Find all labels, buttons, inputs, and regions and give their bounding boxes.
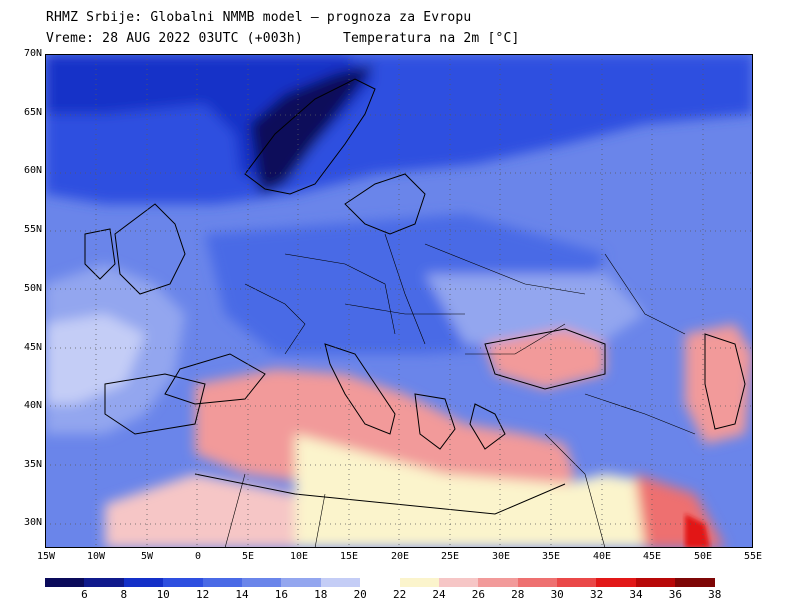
colorbar-swatch: [596, 578, 636, 587]
lon-label: 30E: [491, 551, 511, 562]
lon-label: 50E: [693, 551, 713, 562]
colorbar-swatch: [45, 578, 85, 587]
lon-label: 15W: [36, 551, 56, 562]
lat-label: 45N: [23, 342, 42, 353]
east-europe-light: [425, 274, 645, 354]
map-canvas: [45, 54, 753, 548]
colorbar-swatch: [360, 578, 400, 587]
black-sea-warm: [485, 329, 605, 389]
lat-label: 50N: [23, 283, 42, 294]
colorbar-swatch: [163, 578, 203, 587]
lat-label: 65N: [23, 107, 42, 118]
lat-label: 70N: [23, 48, 42, 59]
lon-label: 45E: [642, 551, 662, 562]
temperature-colorbar: [45, 578, 715, 587]
lon-label: 0: [194, 551, 202, 562]
lon-label: 20E: [390, 551, 410, 562]
lon-label: 55E: [743, 551, 763, 562]
colorbar-swatch: [84, 578, 124, 587]
lon-label: 10E: [289, 551, 309, 562]
colorbar-label: 8: [120, 588, 128, 601]
colorbar-label: 14: [235, 588, 249, 601]
colorbar-swatch: [123, 578, 164, 587]
colorbar-label: 18: [314, 588, 328, 601]
colorbar-swatch: [675, 578, 715, 587]
colorbar-swatch: [517, 578, 558, 587]
north-africa-hot: [105, 474, 305, 548]
colorbar-label: 22: [392, 588, 407, 601]
colorbar-label: 38: [708, 588, 722, 601]
gulf-hotspot: [685, 514, 710, 548]
colorbar-label: 20: [353, 588, 367, 601]
colorbar-label: 36: [668, 588, 683, 601]
colorbar-swatch: [478, 578, 518, 587]
lat-label: 55N: [23, 224, 42, 235]
colorbar-label: 28: [511, 588, 525, 601]
coastlines: [84, 78, 746, 515]
colorbar-swatch: [281, 578, 321, 587]
colorbar-label: 10: [156, 588, 170, 601]
colorbar-swatch: [557, 578, 597, 587]
lon-label: 10W: [86, 551, 106, 562]
colorbar-label: 26: [471, 588, 486, 601]
lat-label: 60N: [23, 165, 42, 176]
lat-label: 40N: [23, 400, 42, 411]
lon-label: 5E: [241, 551, 255, 562]
colorbar-label: 32: [589, 588, 604, 601]
map-subtitle: Vreme: 28 AUG 2022 03UTC (+003h) Tempera…: [46, 31, 520, 46]
caspian-warm: [685, 324, 753, 444]
lon-label: 40E: [592, 551, 612, 562]
map-border: [45, 54, 753, 548]
colorbar-swatch: [635, 578, 676, 587]
desert-pale: [295, 434, 705, 548]
lon-label: 5W: [140, 551, 154, 562]
lon-label: 25E: [440, 551, 460, 562]
lon-label: 15E: [339, 551, 359, 562]
map-title: RHMZ Srbije: Globalni NMMB model — progn…: [46, 10, 472, 25]
colorbar-swatch: [320, 578, 361, 587]
colorbar-swatch: [438, 578, 479, 587]
lat-lon-grid: [45, 54, 753, 548]
colorbar-label: 30: [550, 588, 564, 601]
scandinavia-cold: [250, 64, 375, 194]
lat-label: 35N: [23, 459, 42, 470]
colorbar-label: 34: [629, 588, 643, 601]
temperature-map: [45, 54, 753, 548]
colorbar-label: 24: [432, 588, 446, 601]
colorbar-label: 12: [195, 588, 210, 601]
lon-label: 35E: [541, 551, 561, 562]
lat-label: 30N: [23, 517, 42, 528]
colorbar-swatch: [202, 578, 242, 587]
colorbar-label: 16: [274, 588, 289, 601]
colorbar-swatch: [241, 578, 282, 587]
colorbar-swatch: [399, 578, 439, 587]
colorbar-label: 6: [81, 588, 88, 601]
